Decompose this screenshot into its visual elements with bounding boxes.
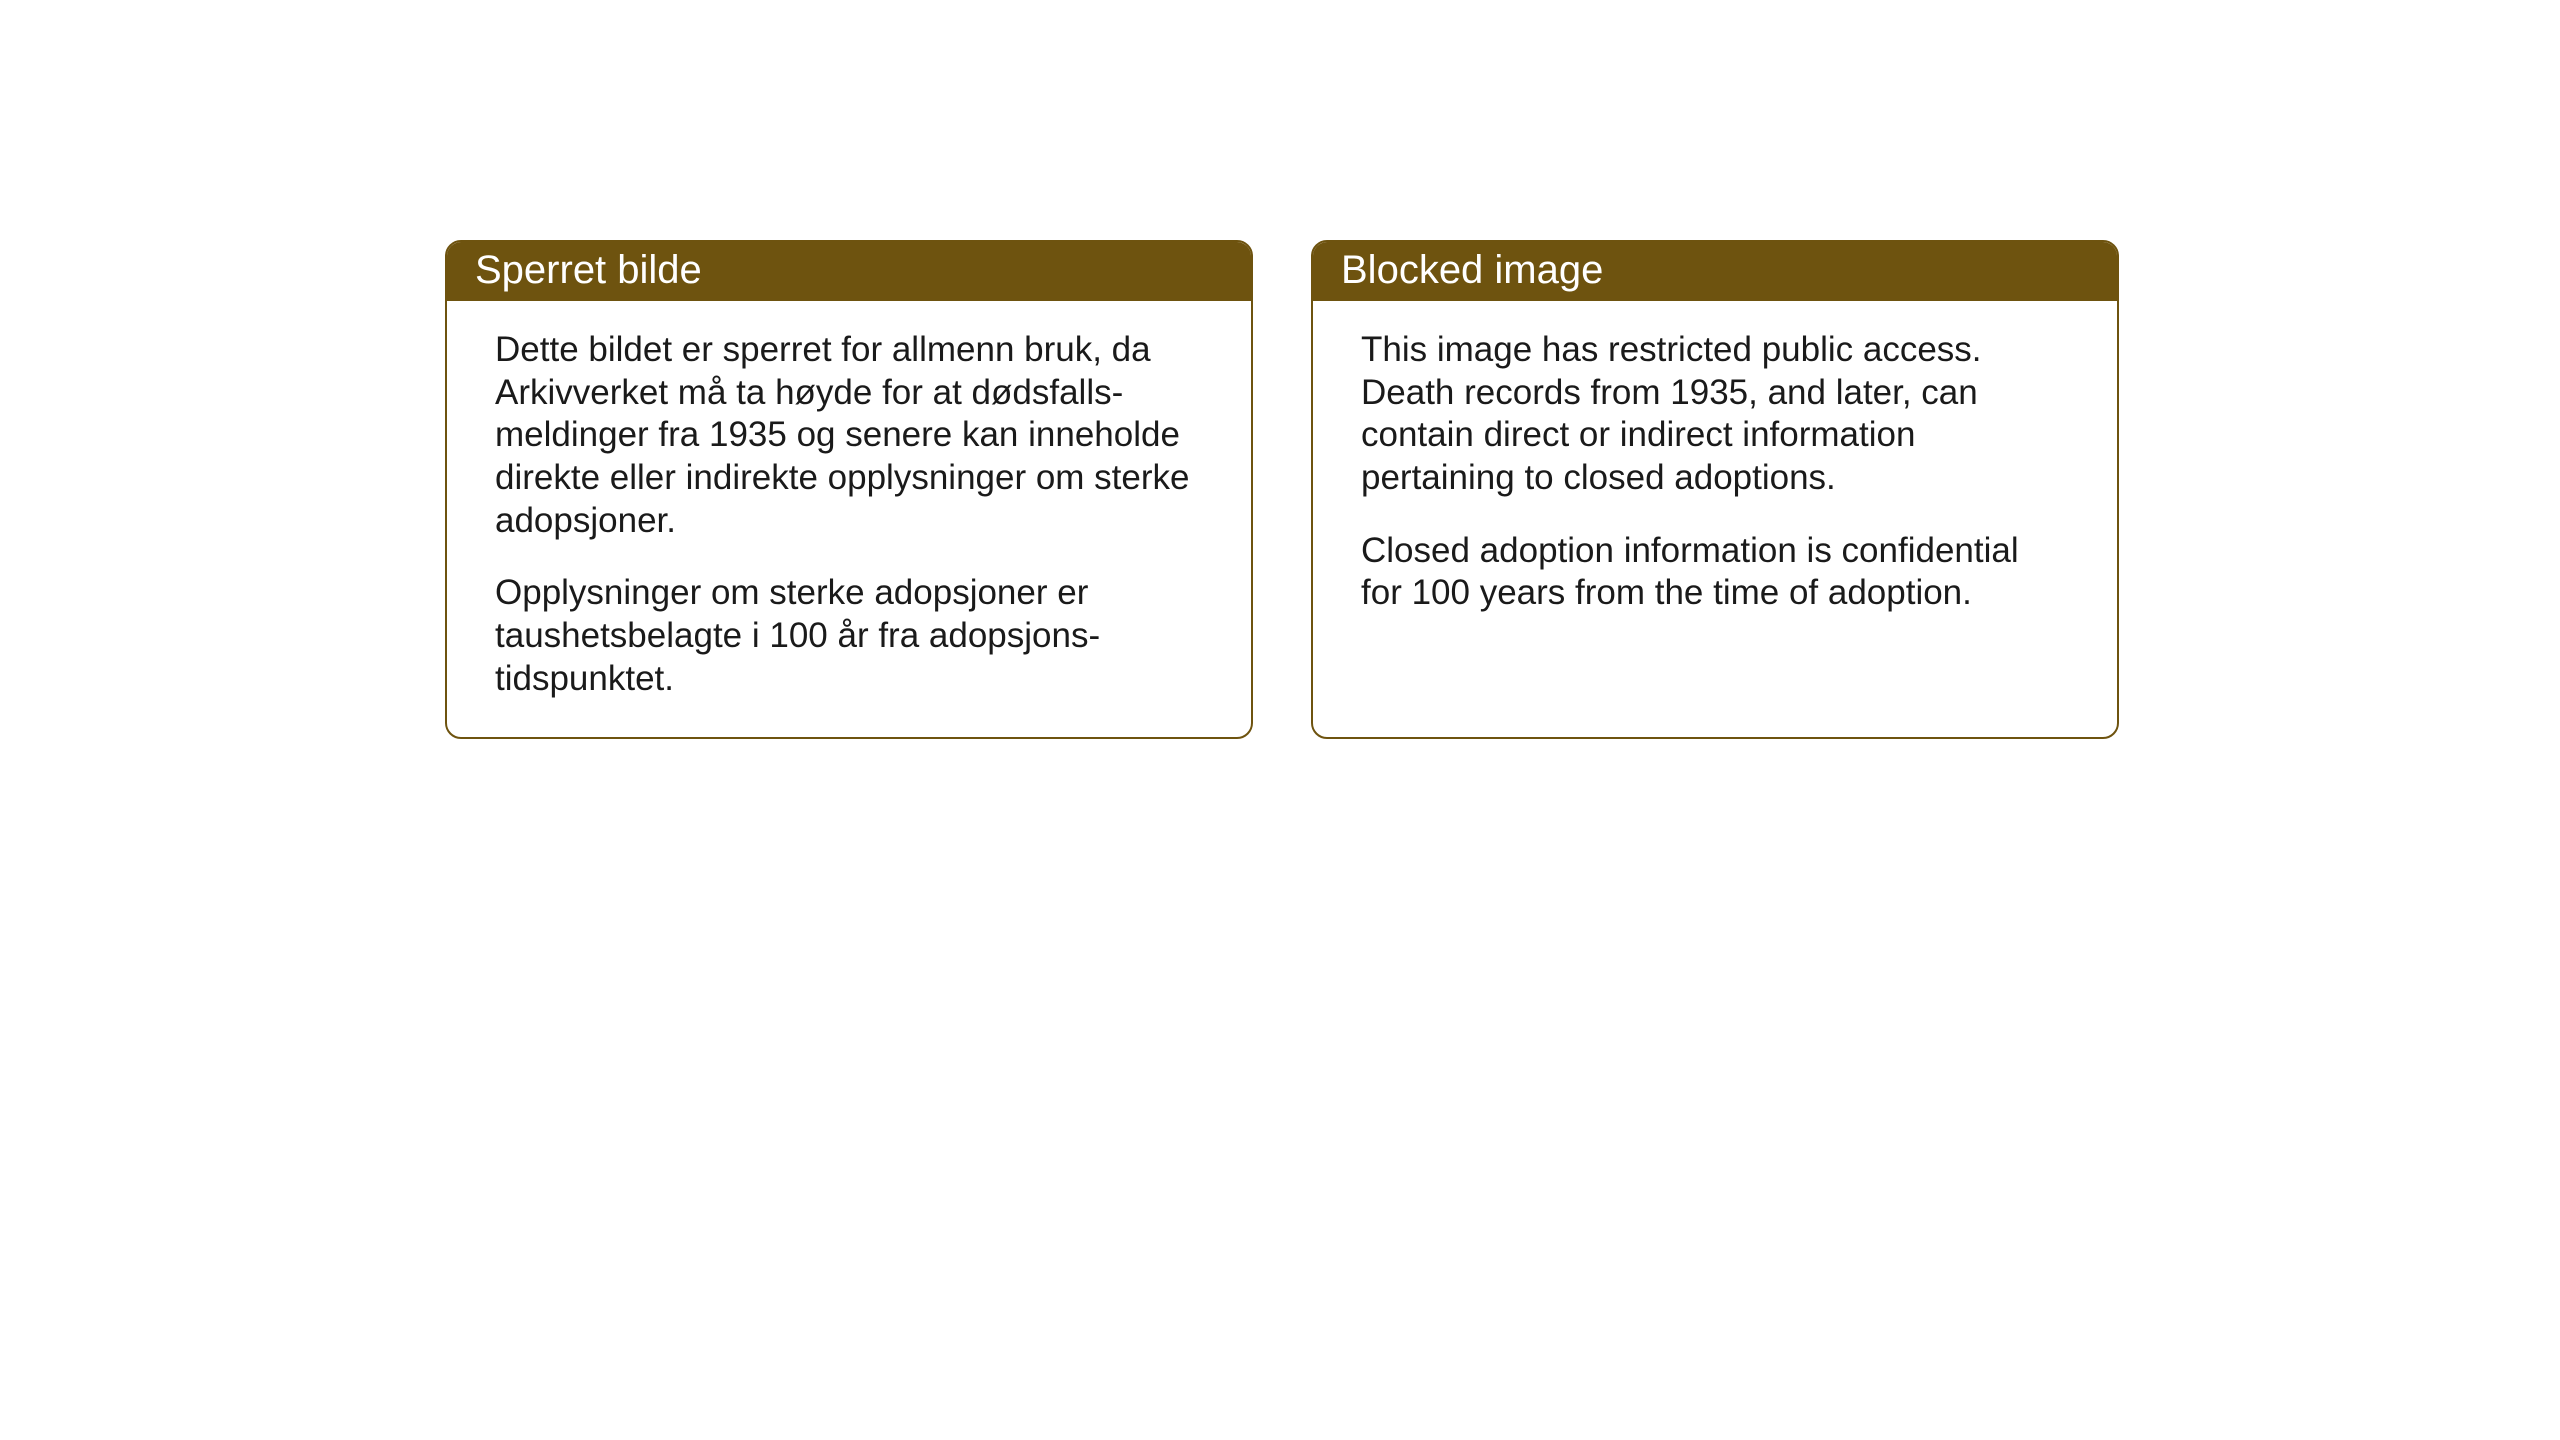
norwegian-card-title: Sperret bilde xyxy=(447,242,1251,301)
norwegian-notice-card: Sperret bilde Dette bildet er sperret fo… xyxy=(445,240,1253,739)
english-card-body: This image has restricted public access.… xyxy=(1313,301,2117,651)
notice-container: Sperret bilde Dette bildet er sperret fo… xyxy=(445,240,2119,739)
english-paragraph-2: Closed adoption information is confident… xyxy=(1361,530,2069,615)
english-card-title: Blocked image xyxy=(1313,242,2117,301)
english-paragraph-1: This image has restricted public access.… xyxy=(1361,329,2069,500)
norwegian-paragraph-1: Dette bildet er sperret for allmenn bruk… xyxy=(495,329,1203,542)
english-notice-card: Blocked image This image has restricted … xyxy=(1311,240,2119,739)
norwegian-paragraph-2: Opplysninger om sterke adopsjoner er tau… xyxy=(495,572,1203,700)
norwegian-card-body: Dette bildet er sperret for allmenn bruk… xyxy=(447,301,1251,737)
